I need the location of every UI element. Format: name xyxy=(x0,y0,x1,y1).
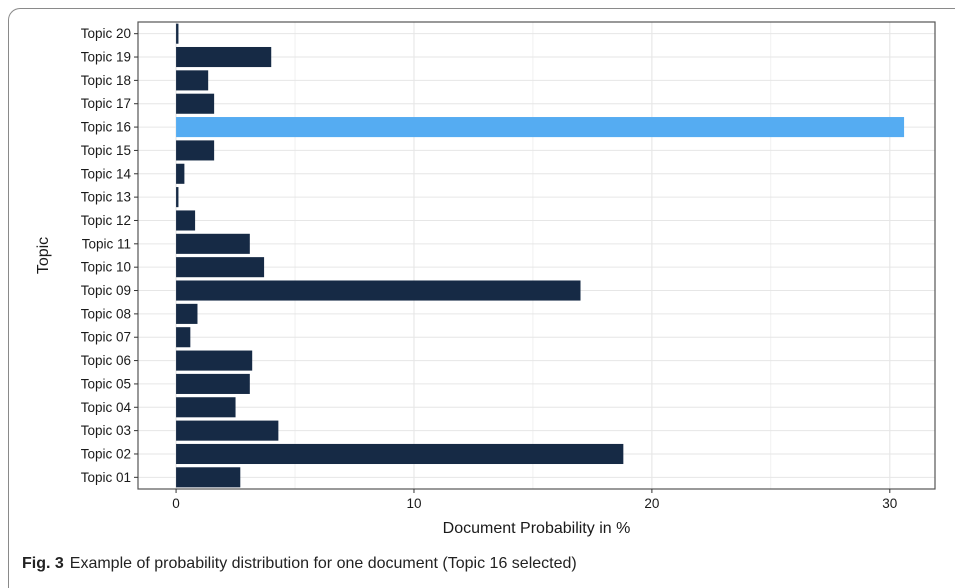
y-tick-label: Topic 08 xyxy=(81,306,131,321)
y-tick-label: Topic 09 xyxy=(81,283,131,298)
bar-topic-06 xyxy=(176,350,253,371)
bar-topic-19 xyxy=(176,46,272,68)
y-tick-label: Topic 20 xyxy=(81,26,131,41)
y-tick-label: Topic 03 xyxy=(81,423,131,438)
x-tick-label: 0 xyxy=(172,496,180,511)
plot-panel xyxy=(138,22,935,489)
bar-topic-18 xyxy=(176,70,209,91)
y-tick-label: Topic 14 xyxy=(81,166,132,181)
bar-topic-13 xyxy=(176,187,179,208)
figure-label: Fig. 3 xyxy=(22,555,64,572)
y-tick-label: Topic 06 xyxy=(81,353,131,368)
figure-caption: Fig. 3 Example of probability distributio… xyxy=(22,555,577,573)
x-tick-label: 10 xyxy=(406,496,421,511)
bar-topic-02 xyxy=(176,443,624,465)
y-tick-label: Topic 15 xyxy=(81,143,131,158)
y-tick-label: Topic 10 xyxy=(81,260,131,275)
bar-topic-08 xyxy=(176,303,198,324)
y-tick-label: Topic 11 xyxy=(82,236,131,251)
bar-chart: Topic 01 Topic 02 Topic 03 Topic 04 Topic 05… xyxy=(35,21,936,537)
y-tick-label: Topic 02 xyxy=(81,446,131,461)
bar-topic-05 xyxy=(176,373,250,394)
y-axis-ticks: Topic 01 Topic 02 Topic 03 Topic 04 Topic 05… xyxy=(81,26,138,485)
bar-topic-14 xyxy=(176,163,185,184)
bars xyxy=(176,23,905,488)
y-tick-label: Topic 05 xyxy=(81,376,131,391)
y-tick-label: Topic 19 xyxy=(81,50,131,65)
y-tick-label: Topic 16 xyxy=(81,120,131,135)
bar-topic-10 xyxy=(176,257,265,278)
bar-topic-17 xyxy=(176,93,215,114)
bar-topic-03 xyxy=(176,420,279,441)
bar-topic-20 xyxy=(176,23,179,44)
bar-topic-12 xyxy=(176,210,196,231)
bar-topic-11 xyxy=(176,233,250,254)
bar-topic-15 xyxy=(176,140,215,161)
y-tick-label: Topic 07 xyxy=(81,330,131,345)
bar-topic-16 xyxy=(176,117,905,138)
y-axis-title: Topic xyxy=(35,237,52,274)
x-tick-label: 30 xyxy=(882,496,897,511)
bar-topic-09 xyxy=(176,280,581,301)
y-tick-label: Topic 01 xyxy=(81,470,131,485)
y-tick-label: Topic 13 xyxy=(81,190,131,205)
y-tick-label: Topic 17 xyxy=(81,96,131,111)
y-tick-label: Topic 04 xyxy=(81,400,132,415)
plot-border xyxy=(137,21,936,490)
y-tick-label: Topic 18 xyxy=(81,73,131,88)
x-axis-ticks: 0 10 20 30 xyxy=(172,489,897,511)
y-tick-label: Topic 12 xyxy=(81,213,131,228)
figure-frame xyxy=(8,8,955,588)
bar-topic-07 xyxy=(176,327,191,348)
bar-topic-04 xyxy=(176,397,236,418)
bar-topic-01 xyxy=(176,467,241,488)
x-axis-title: Document Probability in % xyxy=(443,520,631,537)
figure-caption-text: Example of probability distribution for … xyxy=(69,555,577,572)
x-tick-label: 20 xyxy=(644,496,659,511)
